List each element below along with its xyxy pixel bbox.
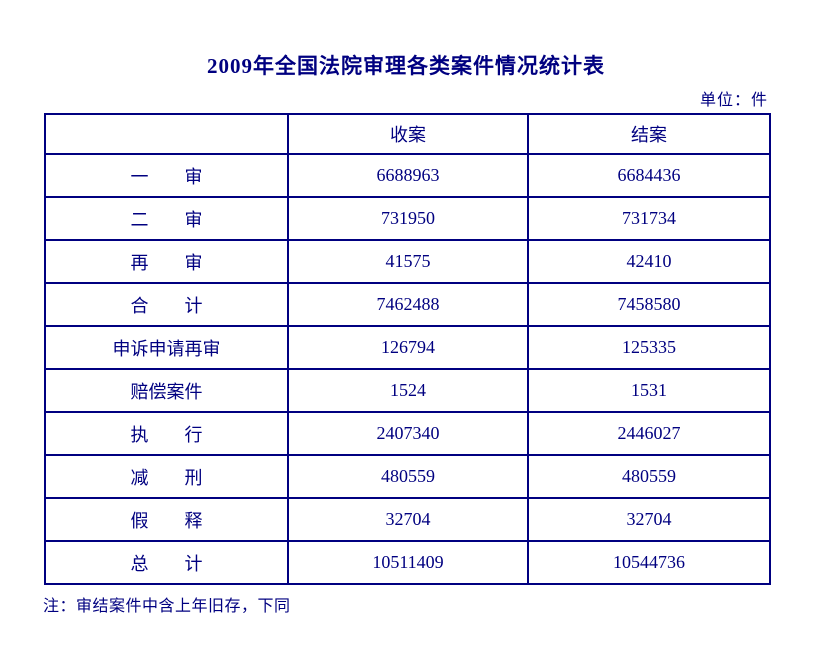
- received-value-cell: 10511409: [287, 540, 529, 585]
- received-value-cell: 41575: [287, 239, 529, 284]
- concluded-value-cell: 42410: [527, 239, 771, 284]
- received-value-cell: 32704: [287, 497, 529, 542]
- case-type-cell: 总 计: [44, 540, 289, 585]
- case-type-cell: 减 刑: [44, 454, 289, 499]
- table-row: 再 审 41575 42410: [44, 239, 771, 284]
- case-type-cell: 申诉申请再审: [44, 325, 289, 370]
- received-value-cell: 1524: [287, 368, 529, 413]
- table-row: 二 审 731950 731734: [44, 196, 771, 241]
- received-column-header: 收案: [287, 113, 529, 155]
- case-type-cell: 合 计: [44, 282, 289, 327]
- concluded-column-header: 结案: [527, 113, 771, 155]
- empty-header-cell: [44, 113, 289, 155]
- concluded-value-cell: 7458580: [527, 282, 771, 327]
- concluded-value-cell: 125335: [527, 325, 771, 370]
- received-value-cell: 6688963: [287, 153, 529, 198]
- case-type-cell: 赔偿案件: [44, 368, 289, 413]
- concluded-value-cell: 10544736: [527, 540, 771, 585]
- case-type-cell: 假 释: [44, 497, 289, 542]
- concluded-value-cell: 731734: [527, 196, 771, 241]
- table-row: 赔偿案件 1524 1531: [44, 368, 771, 413]
- table-row: 合 计 7462488 7458580: [44, 282, 771, 327]
- table-row: 执 行 2407340 2446027: [44, 411, 771, 456]
- table-header-row: 收案 结案: [44, 113, 771, 155]
- concluded-value-cell: 6684436: [527, 153, 771, 198]
- received-value-cell: 731950: [287, 196, 529, 241]
- concluded-value-cell: 2446027: [527, 411, 771, 456]
- table-row: 总 计 10511409 10544736: [44, 540, 771, 585]
- case-type-cell: 执 行: [44, 411, 289, 456]
- table-row: 一 审 6688963 6684436: [44, 153, 771, 198]
- case-type-cell: 一 审: [44, 153, 289, 198]
- received-value-cell: 126794: [287, 325, 529, 370]
- concluded-value-cell: 32704: [527, 497, 771, 542]
- unit-label: 单位：件: [699, 92, 768, 109]
- received-value-cell: 7462488: [287, 282, 529, 327]
- concluded-value-cell: 480559: [527, 454, 771, 499]
- table-row: 减 刑 480559 480559: [44, 454, 771, 499]
- statistics-table: 收案 结案 一 审 6688963 6684436 二 审 731950 731…: [44, 113, 771, 585]
- received-value-cell: 2407340: [287, 411, 529, 456]
- footnote: 注：审结案件中含上年旧存，下同: [43, 598, 291, 615]
- page-title: 2009年全国法院审理各类案件情况统计表: [207, 54, 605, 78]
- table-row: 假 释 32704 32704: [44, 497, 771, 542]
- concluded-value-cell: 1531: [527, 368, 771, 413]
- case-type-cell: 二 审: [44, 196, 289, 241]
- received-value-cell: 480559: [287, 454, 529, 499]
- case-type-cell: 再 审: [44, 239, 289, 284]
- table-row: 申诉申请再审 126794 125335: [44, 325, 771, 370]
